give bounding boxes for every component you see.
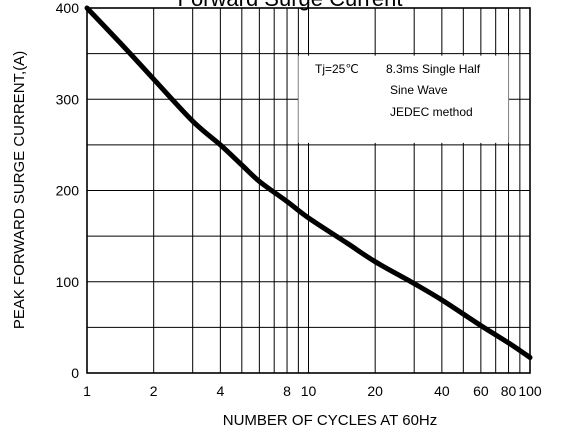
chart-title: Forward Surge Current xyxy=(178,0,403,11)
x-tick-label: 10 xyxy=(301,383,317,399)
y-tick-label: 100 xyxy=(56,274,80,290)
annotation-conditions-2: Sine Wave xyxy=(390,83,448,97)
x-tick-label: 100 xyxy=(518,383,542,399)
y-tick-label: 0 xyxy=(71,365,79,381)
surge-current-curve xyxy=(84,5,533,360)
x-tick-label: 40 xyxy=(434,383,450,399)
annotation-tj: Tj=25℃ xyxy=(315,62,359,76)
series-layer xyxy=(84,5,533,360)
annotation-box xyxy=(298,55,509,143)
x-tick-label: 60 xyxy=(473,383,489,399)
plot-frame xyxy=(86,7,531,374)
x-tick-label: 4 xyxy=(216,383,224,399)
x-tick-label: 20 xyxy=(367,383,383,399)
annotation-conditions-1: 8.3ms Single Half xyxy=(386,62,481,76)
x-tick-label: 2 xyxy=(150,383,158,399)
annotation-conditions-3: JEDEC method xyxy=(390,105,473,119)
x-tick-label: 80 xyxy=(501,383,517,399)
x-tick-label: 8 xyxy=(283,383,291,399)
y-tick-label: 200 xyxy=(56,183,80,199)
y-axis-title: PEAK FORWARD SURGE CURRENT,(A) xyxy=(11,51,28,329)
x-axis-title: NUMBER OF CYCLES AT 60Hz xyxy=(223,412,438,429)
annotation-background xyxy=(298,55,509,143)
y-tick-label: 300 xyxy=(56,91,80,107)
x-tick-label: 1 xyxy=(83,383,91,399)
y-tick-label: 400 xyxy=(56,0,80,16)
